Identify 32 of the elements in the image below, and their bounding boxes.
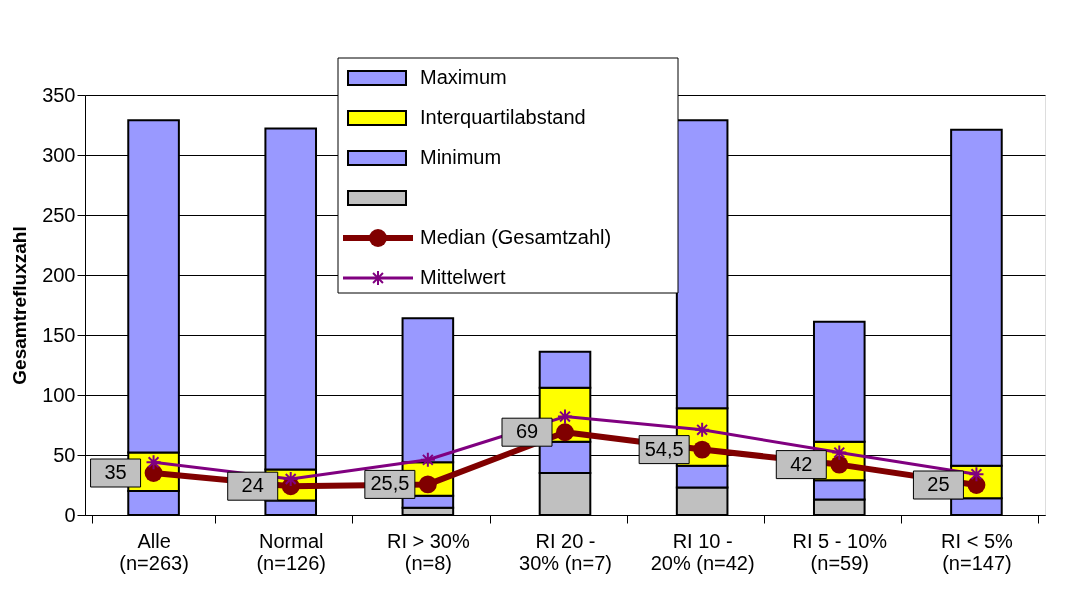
x-tick-label: RI 20 - 30% (n=7) bbox=[519, 529, 612, 574]
point bbox=[556, 423, 574, 442]
legend-label: Mittelwert bbox=[420, 266, 507, 288]
x-tick-label: RI 10 - 20% (n=42) bbox=[650, 529, 755, 574]
data-label: 42 bbox=[790, 452, 813, 475]
y-tick-label: 250 bbox=[42, 203, 76, 226]
legend-label: Maximum bbox=[420, 66, 507, 88]
x-tick-label: RI > 30% (n=8) bbox=[386, 529, 470, 574]
point bbox=[145, 454, 162, 471]
y-tick-label: 350 bbox=[42, 83, 76, 106]
y-tick-label: 150 bbox=[42, 323, 76, 346]
legend-label: Median (Gesamtzahl) bbox=[420, 226, 612, 248]
y-tick-label: 0 bbox=[64, 503, 76, 526]
x-tick-label: RI < 5% (n=147) bbox=[941, 529, 1013, 574]
data-label: 35 bbox=[104, 461, 127, 483]
data-label: 54,5 bbox=[644, 437, 684, 460]
data-label: 25 bbox=[927, 473, 950, 495]
y-tick-label: 50 bbox=[53, 443, 76, 466]
x-tick-label: RI 5 - 10% (n=59) bbox=[792, 529, 888, 574]
data-label: 25,5 bbox=[370, 472, 410, 495]
x-tick-label: Normal (n=126) bbox=[256, 529, 326, 574]
y-axis-title: Gesamtrefluxzahl bbox=[9, 226, 31, 385]
y-tick-label: 200 bbox=[42, 263, 76, 286]
point bbox=[693, 440, 712, 459]
y-tick-label: 300 bbox=[42, 143, 76, 166]
data-label: 69 bbox=[515, 420, 539, 443]
y-tick-label: 100 bbox=[42, 383, 76, 406]
legend-label: Interquartilabstand bbox=[420, 106, 586, 128]
legend-label: Minimum bbox=[420, 146, 502, 168]
data-label: 24 bbox=[241, 474, 264, 497]
x-tick-label: Alle (n=263) bbox=[119, 529, 189, 574]
point bbox=[419, 451, 436, 468]
